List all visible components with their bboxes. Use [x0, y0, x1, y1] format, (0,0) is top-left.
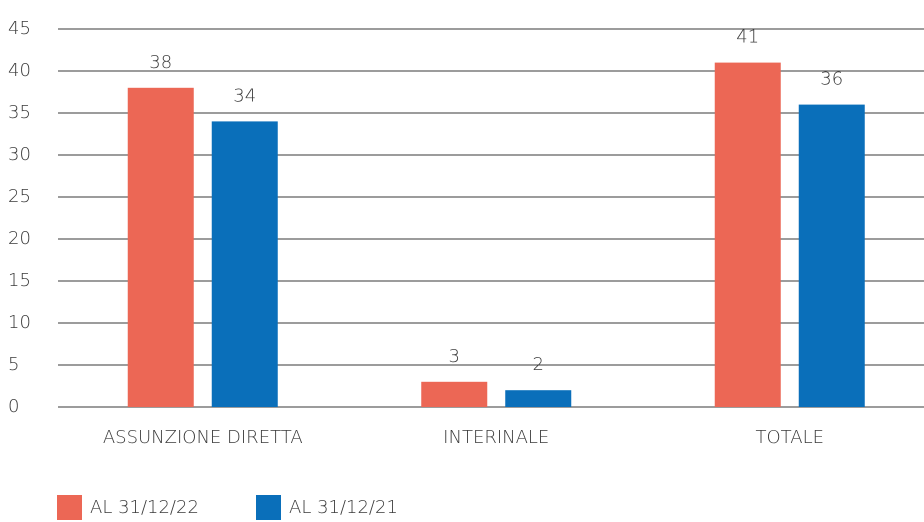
- value-label: 36: [820, 69, 843, 90]
- value-label: 2: [533, 354, 544, 375]
- legend-label: AL 31/12/21: [289, 497, 398, 518]
- bar: [505, 390, 572, 407]
- legend-label: AL 31/12/22: [90, 497, 199, 518]
- bar: [127, 87, 194, 408]
- value-label: 41: [736, 27, 759, 48]
- bar: [714, 62, 781, 407]
- x-tick-label: TOTALE: [756, 427, 824, 448]
- y-tick-label: 20: [8, 228, 31, 249]
- value-label: 38: [149, 52, 172, 73]
- y-tick-label: 45: [8, 18, 31, 39]
- y-tick-label: 30: [8, 144, 31, 165]
- y-tick-label: 10: [8, 312, 31, 333]
- y-tick-label: 25: [8, 186, 31, 207]
- y-tick-label: 15: [8, 270, 31, 291]
- x-tick-label: ASSUNZIONE DIRETTA: [103, 427, 303, 448]
- x-tick-label: INTERINALE: [443, 427, 549, 448]
- y-tick-label: 0: [8, 396, 19, 417]
- bar: [798, 104, 865, 407]
- bar: [421, 381, 488, 407]
- value-label: 34: [233, 85, 256, 106]
- legend-swatch: [57, 495, 82, 520]
- bar: [211, 121, 278, 408]
- value-label: 3: [449, 346, 460, 367]
- y-tick-label: 40: [8, 60, 31, 81]
- legend-swatch: [256, 495, 281, 520]
- y-tick-label: 35: [8, 102, 31, 123]
- y-tick-label: 5: [8, 354, 19, 375]
